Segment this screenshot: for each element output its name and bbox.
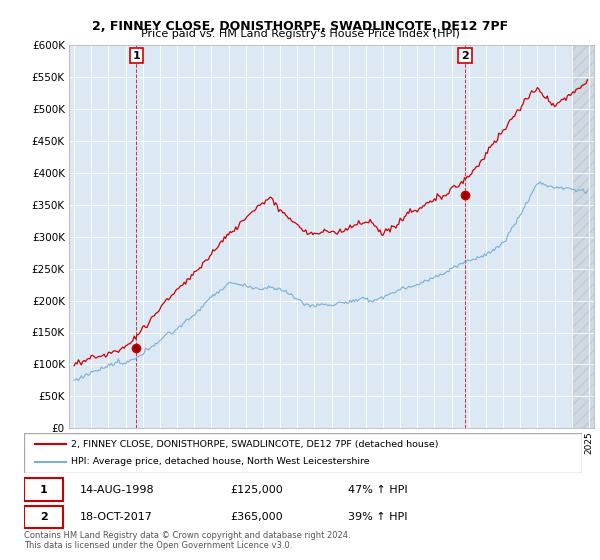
- Text: Contains HM Land Registry data © Crown copyright and database right 2024.
This d: Contains HM Land Registry data © Crown c…: [24, 530, 350, 550]
- Text: 2, FINNEY CLOSE, DONISTHORPE, SWADLINCOTE, DE12 7PF: 2, FINNEY CLOSE, DONISTHORPE, SWADLINCOT…: [92, 20, 508, 32]
- Text: 2, FINNEY CLOSE, DONISTHORPE, SWADLINCOTE, DE12 7PF (detached house): 2, FINNEY CLOSE, DONISTHORPE, SWADLINCOT…: [71, 440, 439, 449]
- Text: HPI: Average price, detached house, North West Leicestershire: HPI: Average price, detached house, Nort…: [71, 458, 370, 466]
- Text: 2: 2: [40, 512, 47, 522]
- Text: 47% ↑ HPI: 47% ↑ HPI: [347, 484, 407, 494]
- Text: 1: 1: [40, 484, 47, 494]
- Text: 18-OCT-2017: 18-OCT-2017: [80, 512, 152, 522]
- Text: 2: 2: [461, 50, 469, 60]
- Text: 39% ↑ HPI: 39% ↑ HPI: [347, 512, 407, 522]
- FancyBboxPatch shape: [24, 506, 63, 529]
- FancyBboxPatch shape: [24, 433, 582, 473]
- Bar: [572, 45, 598, 428]
- Text: 14-AUG-1998: 14-AUG-1998: [80, 484, 154, 494]
- Text: Price paid vs. HM Land Registry's House Price Index (HPI): Price paid vs. HM Land Registry's House …: [140, 29, 460, 39]
- Text: 1: 1: [133, 50, 140, 60]
- FancyBboxPatch shape: [24, 478, 63, 501]
- Text: £125,000: £125,000: [230, 484, 283, 494]
- Text: £365,000: £365,000: [230, 512, 283, 522]
